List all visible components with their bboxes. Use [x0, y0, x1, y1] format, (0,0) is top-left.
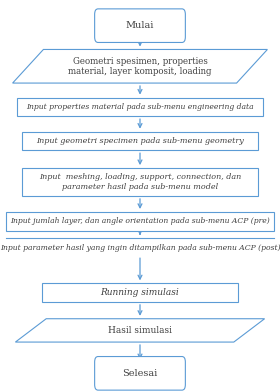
FancyBboxPatch shape	[22, 132, 258, 150]
Text: material, layer komposit, loading: material, layer komposit, loading	[68, 67, 212, 76]
Text: Input  meshing, loading, support, connection, dan: Input meshing, loading, support, connect…	[39, 173, 241, 181]
FancyBboxPatch shape	[95, 9, 185, 42]
FancyBboxPatch shape	[95, 357, 185, 390]
FancyBboxPatch shape	[42, 283, 238, 302]
Polygon shape	[15, 319, 265, 342]
Text: Input properties material pada sub-menu engineering data: Input properties material pada sub-menu …	[26, 103, 254, 111]
Text: Hasil simulasi: Hasil simulasi	[108, 326, 172, 335]
Text: Input parameter hasil yang ingin ditampilkan pada sub-menu ACP (post): Input parameter hasil yang ingin ditampi…	[0, 244, 280, 252]
Text: Running simulasi: Running simulasi	[101, 288, 179, 297]
FancyBboxPatch shape	[17, 98, 263, 116]
FancyBboxPatch shape	[22, 168, 258, 196]
Text: Mulai: Mulai	[126, 21, 154, 30]
Text: Input jumlah layer, dan angle orientation pada sub-menu ACP (pre): Input jumlah layer, dan angle orientatio…	[10, 217, 270, 225]
Text: Input geometri specimen pada sub-menu geometry: Input geometri specimen pada sub-menu ge…	[36, 137, 244, 145]
Text: Selesai: Selesai	[122, 369, 158, 378]
FancyBboxPatch shape	[6, 212, 274, 230]
Polygon shape	[13, 49, 267, 83]
Text: Geometri spesimen, properties: Geometri spesimen, properties	[73, 56, 207, 65]
Text: parameter hasil pada sub-menu model: parameter hasil pada sub-menu model	[62, 183, 218, 191]
